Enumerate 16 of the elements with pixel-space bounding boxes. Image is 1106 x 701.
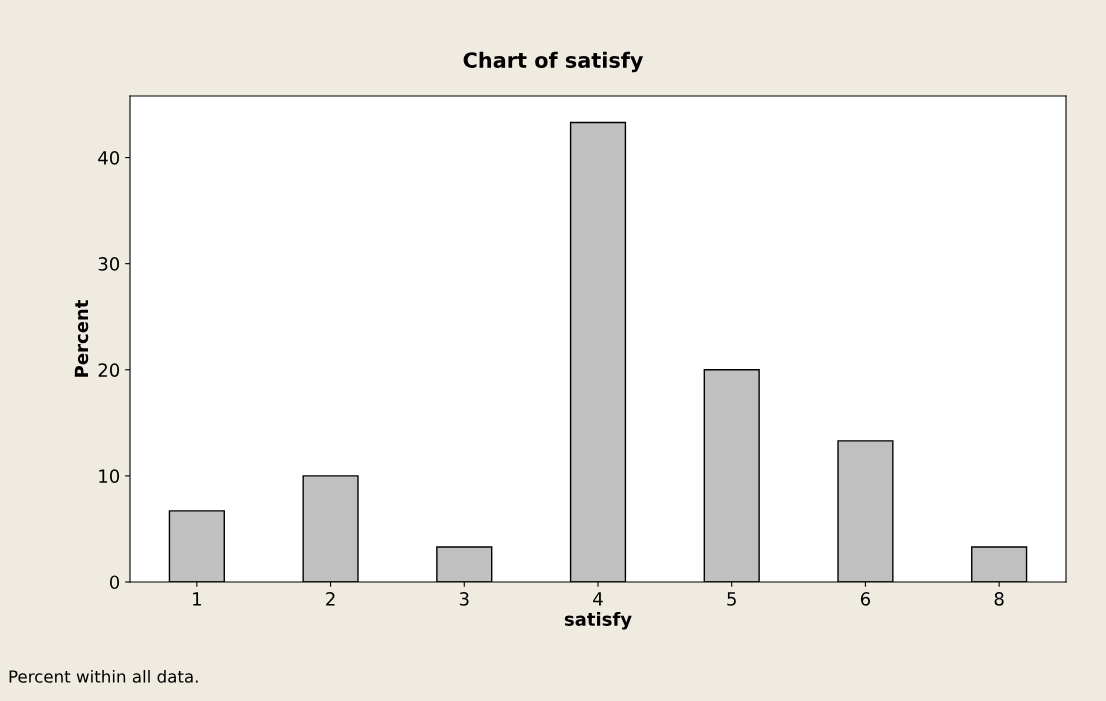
y-axis-title: Percent: [74, 300, 89, 377]
x-tick-label: 3: [459, 592, 469, 606]
y-tick-label: 40: [98, 151, 120, 165]
y-tick-label: 0: [109, 575, 120, 590]
y-tick-label: 10: [99, 469, 120, 483]
x-tick-label: 5: [727, 592, 736, 606]
chart-title: Chart of satisfy: [463, 51, 644, 73]
x-tick-label: 2: [326, 592, 335, 606]
x-axis-title: satisfy: [564, 611, 632, 630]
text: Percent within all data.: [9, 669, 198, 683]
x-tick-label: 4: [593, 592, 603, 606]
x-tick-label: 1: [193, 592, 201, 606]
x-tick-label: 8: [994, 592, 1004, 606]
y-tick-label: 20: [98, 363, 120, 377]
y-tick-label: 30: [98, 257, 120, 271]
x-tick-label: 6: [860, 592, 871, 606]
